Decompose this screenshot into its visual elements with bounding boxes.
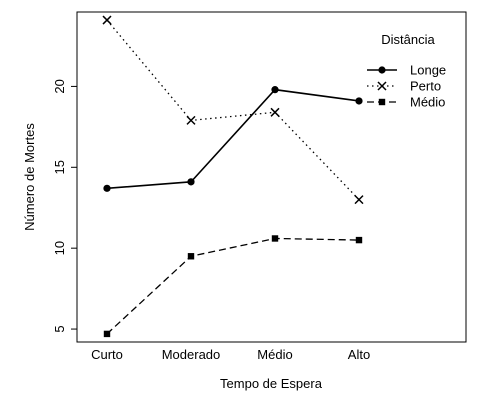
legend-marker: [377, 81, 387, 91]
data-point: [187, 253, 195, 260]
legend-label: Perto: [410, 79, 441, 94]
legend-item: Médio: [367, 95, 445, 110]
x-axis: Curto Moderado Médio Alto: [91, 347, 370, 362]
data-point: [102, 15, 112, 25]
plot-frame: [76, 11, 467, 343]
data-point: [271, 86, 279, 94]
y-tick-label: 5: [52, 325, 67, 332]
series-medio: [103, 235, 363, 338]
series-longe: [103, 86, 363, 192]
series-line: [106, 19, 360, 201]
y-axis-label: Número de Mortes: [22, 123, 37, 231]
x-tick-label: Alto: [348, 347, 370, 362]
data-point: [103, 330, 111, 338]
x-axis-label: Tempo de Espera: [220, 376, 323, 391]
x-tick-label: Moderado: [162, 347, 221, 362]
series-line: [106, 237, 360, 335]
y-axis: 5 10 15 20: [52, 79, 78, 333]
series-line: [106, 88, 360, 190]
x-tick-label: Curto: [91, 347, 123, 362]
data-point: [187, 178, 195, 186]
data-point: [103, 184, 111, 192]
data-point: [186, 115, 196, 125]
legend-marker: [378, 98, 386, 106]
x-tick-label: Médio: [257, 347, 292, 362]
data-point: [271, 235, 279, 242]
legend-label: Longe: [410, 63, 446, 78]
y-tick-label: 10: [52, 241, 67, 255]
legend-item: Longe: [367, 63, 446, 78]
legend-label: Médio: [410, 95, 445, 110]
series-perto: [102, 15, 364, 205]
legend-marker: [378, 66, 386, 74]
data-point: [354, 195, 364, 205]
y-tick-label: 20: [52, 79, 67, 93]
legend-item: Perto: [367, 79, 441, 94]
legend-title: Distância: [381, 32, 435, 47]
series-layer: [102, 15, 364, 338]
data-point: [355, 97, 363, 105]
data-point: [270, 107, 280, 117]
data-point: [355, 236, 363, 244]
y-tick-label: 15: [52, 160, 67, 174]
